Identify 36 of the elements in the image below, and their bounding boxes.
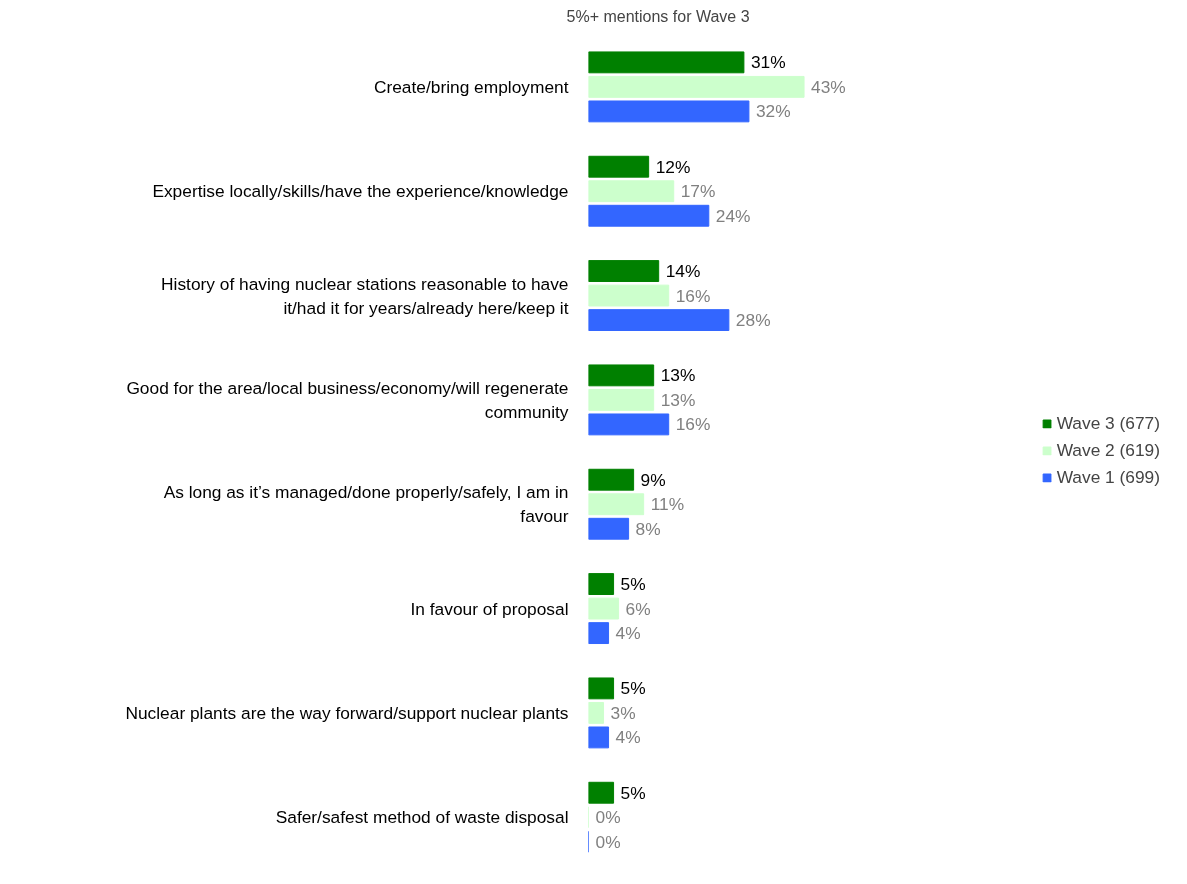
- y-tick-label: As long as it’s managed/done properly/safely, I am in favour: [163, 482, 569, 527]
- data-label: 0%: [595, 807, 621, 828]
- legend-label: Wave 2 (619): [1056, 439, 1160, 461]
- data-label: 17%: [680, 181, 716, 202]
- data-label: 16%: [675, 285, 711, 306]
- y-tick-label: Expertise locally/skills/have the experience/knowledge: [152, 181, 569, 202]
- data-label: 8%: [635, 518, 661, 539]
- data-label: 13%: [660, 365, 696, 386]
- data-label: 28%: [735, 310, 771, 331]
- data-label: 11%: [650, 494, 685, 515]
- data-label: 16%: [675, 414, 711, 435]
- data-label: 4%: [615, 623, 641, 644]
- y-tick-label: Nuclear plants are the way forward/support nuclear plants: [125, 702, 569, 723]
- data-label: 0%: [595, 831, 621, 852]
- data-label: 12%: [655, 156, 691, 177]
- chart-title: 5%+ mentions for Wave 3: [566, 7, 750, 25]
- data-label: 5%: [620, 678, 646, 699]
- data-label: 32%: [755, 101, 791, 122]
- y-tick-label: Good for the area/local business/economy/will regenerate community: [126, 377, 569, 422]
- data-label: 4%: [615, 727, 641, 748]
- y-tick-label: Create/bring employment: [373, 76, 569, 97]
- legend-label: Wave 1 (699): [1056, 466, 1160, 488]
- data-label: 5%: [620, 782, 646, 803]
- data-label: 43%: [811, 76, 846, 97]
- data-label: 13%: [660, 389, 696, 410]
- data-label: 24%: [715, 205, 751, 226]
- data-label: 3%: [610, 702, 636, 723]
- data-label: 6%: [625, 598, 651, 619]
- data-label: 5%: [620, 574, 646, 595]
- legend-label: Wave 3 (677): [1056, 412, 1160, 434]
- y-tick-label: Safer/safest method of waste disposal: [275, 807, 569, 828]
- y-tick-label: History of having nuclear stations reasonable to have it/had it for years/already here/keep it: [161, 273, 569, 318]
- data-label: 9%: [640, 469, 666, 490]
- y-tick-label: In favour of proposal: [410, 598, 569, 619]
- data-label: 14%: [665, 261, 701, 282]
- data-label: 31%: [750, 52, 786, 73]
